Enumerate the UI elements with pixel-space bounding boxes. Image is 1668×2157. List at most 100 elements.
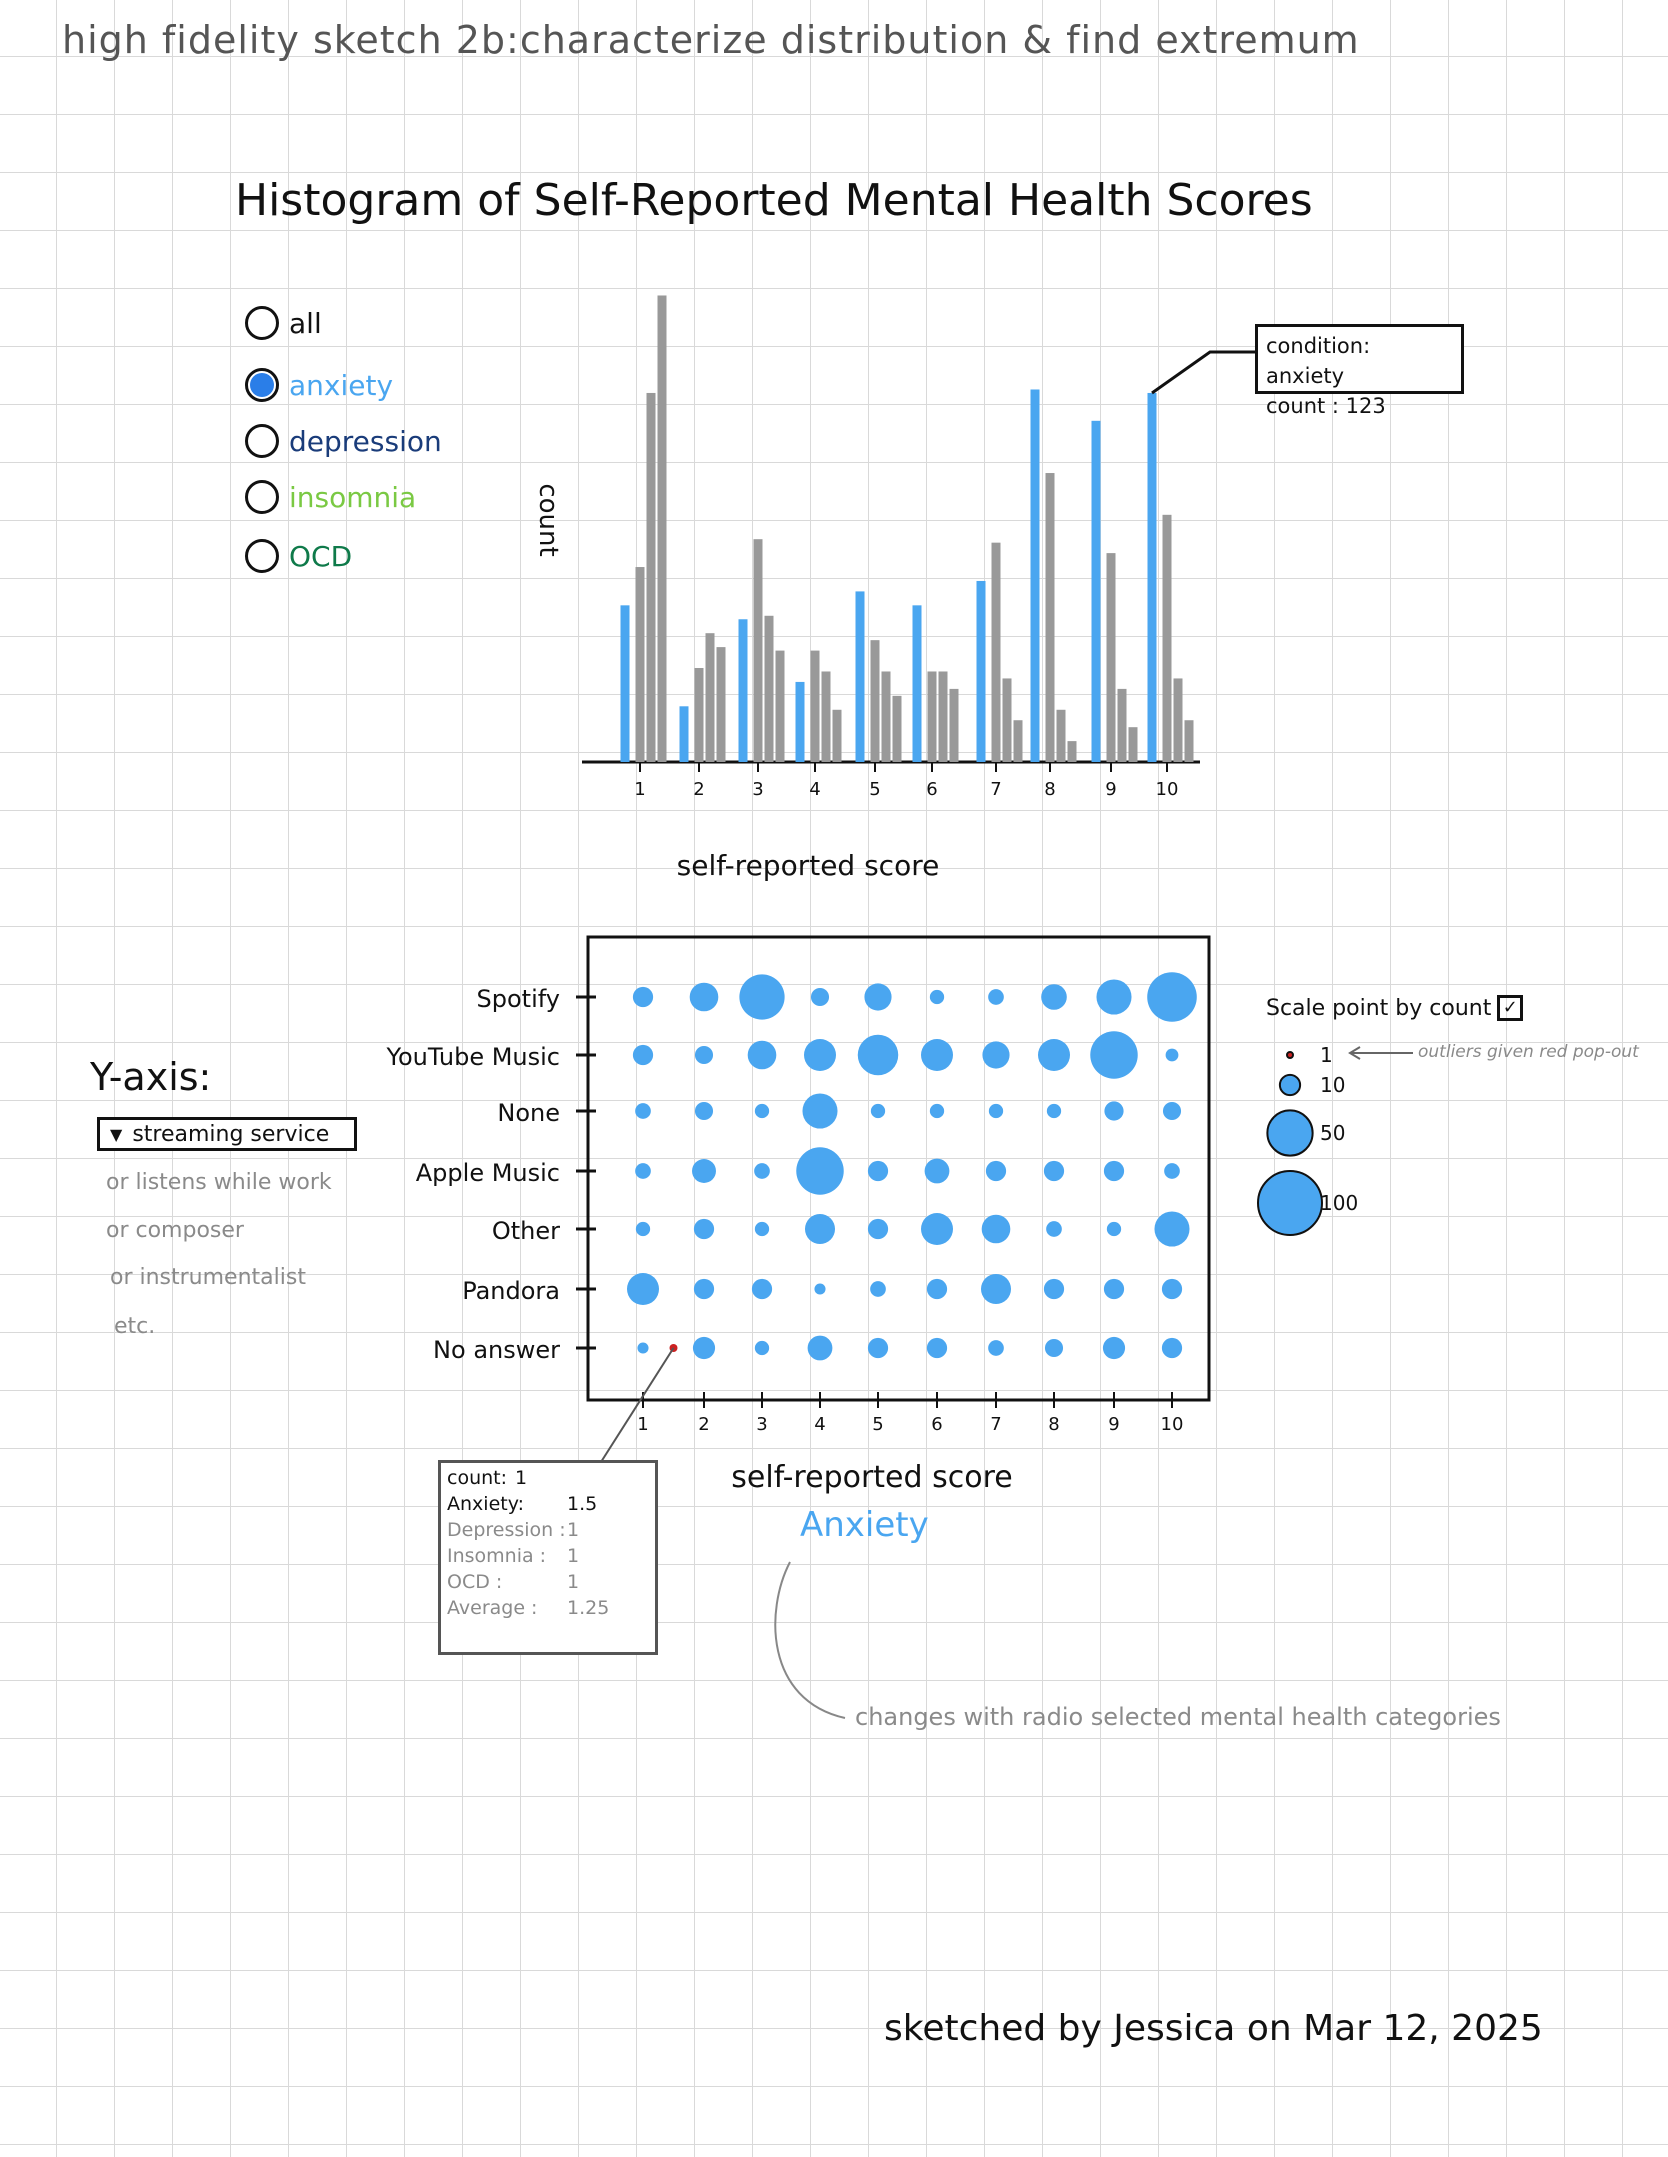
scatter-point [1106,1221,1122,1237]
legend-circle [1286,1051,1294,1059]
grey-bar [694,668,704,762]
grey-bar [810,650,820,762]
radio-all[interactable]: all [245,301,322,345]
scatter-point [694,1045,714,1065]
size-legend-title: Scale point by count [1266,995,1492,1021]
grey-bar [870,640,880,762]
grey-bar [705,633,715,762]
scatter-point [635,1163,651,1179]
grey-bar [1128,727,1138,762]
scatter-point [1090,1031,1138,1079]
scatter-point [693,1278,715,1300]
tooltip-label: Anxiety: [447,1493,524,1515]
scatter-point [635,1221,651,1237]
histogram-tick-label: 6 [926,779,937,800]
grey-bar [949,688,959,762]
radio-insomnia[interactable]: insomnia [245,475,416,519]
grey-bar [716,647,726,762]
histogram-tick-label: 10 [1156,779,1179,800]
scatter-point [637,1342,649,1354]
yaxis-control-title: Y-axis: [90,1055,212,1099]
scatter-point [1046,1221,1062,1237]
scatter-point [988,989,1004,1005]
sketch-title: high fidelity sketch 2b:characterize dis… [62,18,1360,62]
scatter-y-tick-label: Other [492,1217,560,1245]
legend-value: 10 [1320,1073,1345,1097]
grey-bar [892,695,902,762]
tooltip-count-row: count: 1 [447,1465,649,1491]
footer-signature: sketched by Jessica on Mar 12, 2025 [884,2008,1543,2049]
radio-circle[interactable] [245,306,279,340]
histogram-title: Histogram of Self-Reported Mental Health… [235,175,1313,226]
scatter-x-tick-label: 2 [698,1414,709,1435]
scatter-y-tick-label: No answer [433,1336,560,1364]
anxiety-bar [1147,392,1157,762]
scatter-point [870,1103,886,1119]
anxiety-bar [738,619,748,762]
tooltip-row-anxiety: Anxiety: 1.5 [447,1491,649,1517]
grey-bar [1013,720,1023,762]
radio-anxiety[interactable]: anxiety [245,363,393,407]
tooltip-value: 1.5 [567,1493,598,1515]
scatter-y-tick-label: None [497,1099,560,1127]
grey-bar [1173,678,1183,762]
grey-bar [764,615,774,762]
tooltip-value: 1.25 [567,1597,610,1619]
grey-bar [927,671,937,762]
scatter-x-tick-label: 6 [931,1414,942,1435]
histogram-tick-label: 4 [809,779,820,800]
scatter-point [692,1336,716,1360]
radio-ocd[interactable]: OCD [245,534,352,578]
scatter-point [1103,1160,1125,1182]
scatter-x-tick-label: 5 [872,1414,883,1435]
tooltip-condition: condition: anxiety [1266,334,1371,388]
radio-circle[interactable] [245,368,279,402]
scale-checkbox[interactable]: ✓ [1497,995,1524,1021]
scatter-point [929,989,945,1005]
scatter-y-tick-label: Pandora [462,1277,560,1305]
grey-bar [1056,709,1066,762]
scatter-point [751,1278,773,1300]
scatter-point [1161,1278,1183,1300]
scatter-point [1154,1211,1190,1247]
scatter-subtitle: Anxiety [800,1505,929,1545]
tooltip-count-value: 1 [515,1467,528,1489]
histogram: 1 2 3 4 5 6 7 8 9 10 count self-reported score [533,295,1255,882]
radio-circle[interactable] [245,539,279,573]
grey-bar [1045,473,1055,762]
scatter-y-tick-label: Spotify [477,985,560,1013]
scatter-point [926,1337,948,1359]
tooltip-label: Average : [447,1597,538,1619]
grey-bar [832,709,842,762]
scatter-point [988,1103,1004,1119]
radio-circle[interactable] [245,424,279,458]
grey-bar [1067,741,1077,762]
tooltip-count-label: count: [447,1467,508,1489]
scatter-point [807,1335,833,1361]
grey-bar [635,567,645,762]
yaxis-dropdown[interactable]: ▼ streaming service [97,1117,357,1151]
annotations [774,1561,846,1719]
scatter-y-tick-label: YouTube Music [385,1043,560,1071]
legend-value: 50 [1320,1121,1345,1145]
scatter-point [980,1273,1012,1305]
scatter-point [1046,1103,1062,1119]
radio-label-all: all [289,306,322,340]
radio-depression[interactable]: depression [245,419,442,463]
grey-bar [1002,678,1012,762]
grey-bar [821,671,831,762]
legend-circle [1278,1073,1302,1097]
yaxis-alt-3: or instrumentalist [110,1265,306,1290]
scatter-x-tick-label: 1 [637,1414,648,1435]
grey-bar [938,671,948,762]
scatter-point [1102,1336,1126,1360]
radio-circle[interactable] [245,480,279,514]
scatter-point [694,1101,714,1121]
scatter-point [988,1340,1004,1356]
yaxis-alt-2: or composer [106,1218,244,1243]
scatter-point [921,1039,953,1071]
tooltip-row-ocd: OCD : 1 [447,1569,649,1595]
yaxis-alt-1: or listens while work [106,1170,332,1195]
scatter-point [924,1158,950,1184]
radio-label-ocd: OCD [289,539,353,573]
